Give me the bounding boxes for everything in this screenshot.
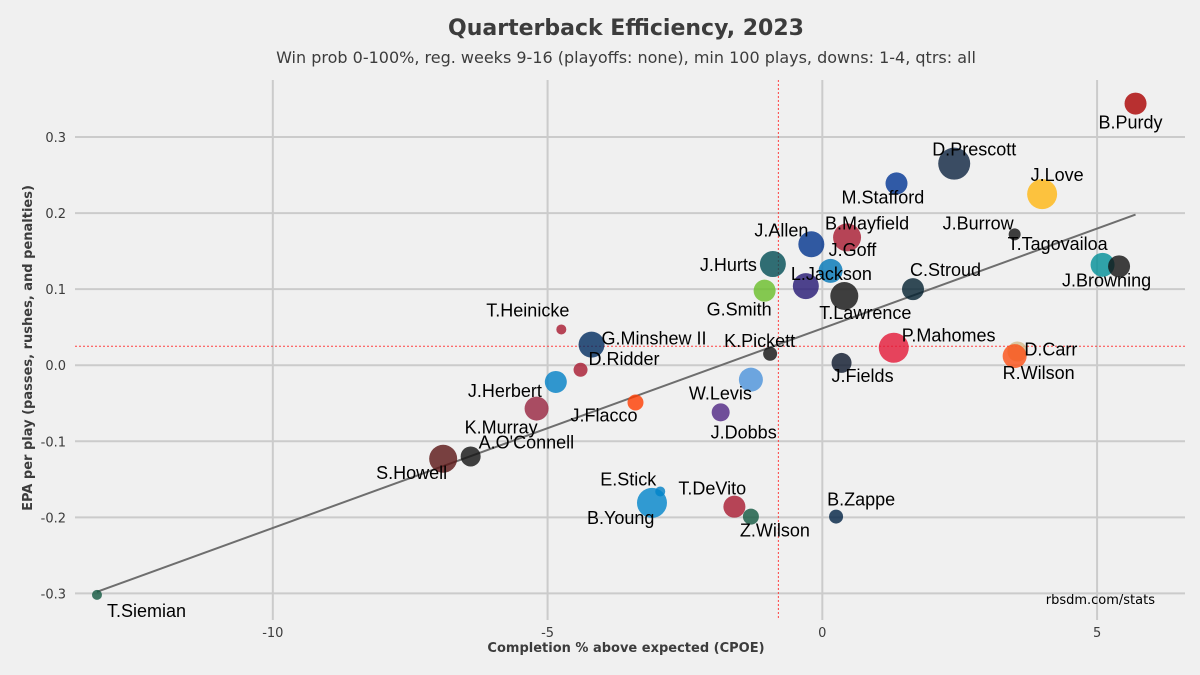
label-j-herbert: J.Herbert	[468, 381, 542, 401]
point-j-burrow	[1008, 228, 1021, 241]
label-j-browning: J.Browning	[1062, 270, 1151, 290]
label-d-prescott: D.Prescott	[932, 140, 1016, 160]
label-g-smith: G.Smith	[707, 300, 772, 320]
x-axis-title: Completion % above expected (CPOE)	[487, 641, 764, 656]
point-c-stroud	[901, 278, 924, 301]
label-j-flacco: J.Flacco	[570, 405, 637, 425]
point-t-lawrence	[830, 282, 859, 310]
label-c-stroud: C.Stroud	[910, 260, 981, 280]
label-t-tagovailoa: T.Tagovailoa	[1008, 234, 1109, 254]
label-t-devito: T.DeVito	[678, 479, 746, 499]
reference-lines	[75, 80, 1185, 620]
point-d-prescott	[938, 147, 971, 180]
point-t-devito	[723, 495, 746, 518]
label-a-o-connell: A.O'Connell	[479, 432, 574, 452]
credit-text: rbsdm.com/stats	[1046, 593, 1155, 608]
label-d-carr: D.Carr	[1024, 340, 1077, 360]
label-b-purdy: B.Purdy	[1099, 113, 1163, 133]
chart-title: Quarterback Efficiency, 2023	[448, 16, 804, 41]
data-labels: B.Purdy D.Prescott J.Love M.Stafford J.Burro…	[107, 113, 1163, 621]
label-j-love: J.Love	[1031, 165, 1084, 185]
point-b-young	[636, 487, 667, 518]
y-tick-label: -0.3	[41, 587, 66, 602]
point-b-zappe	[829, 509, 844, 524]
y-tick-label: -0.2	[41, 511, 66, 526]
point-k-pickett	[763, 346, 778, 361]
label-b-mayfield: B.Mayfield	[825, 213, 909, 233]
y-tick-label: 0.1	[45, 283, 66, 298]
point-j-flacco	[627, 394, 644, 411]
label-t-siemian: T.Siemian	[107, 601, 186, 621]
point-m-stafford	[885, 172, 908, 195]
label-t-lawrence: T.Lawrence	[819, 303, 911, 323]
label-w-levis: W.Levis	[689, 384, 752, 404]
label-m-stafford: M.Stafford	[842, 187, 925, 207]
label-d-ridder: D.Ridder	[589, 349, 660, 369]
label-g-minshew-ii: G.Minshew II	[602, 329, 707, 349]
label-j-allen: J.Allen	[754, 220, 808, 240]
x-tick-label: 0	[818, 626, 826, 641]
point-z-wilson	[742, 508, 759, 525]
label-j-hurts: J.Hurts	[700, 255, 757, 275]
point-b-purdy	[1124, 92, 1147, 115]
point-g-smith	[753, 279, 776, 302]
y-axis-title: EPA per play (passes, rushes, and penalt…	[21, 185, 36, 511]
point-d-ridder	[573, 362, 588, 377]
x-tick-label: 5	[1093, 626, 1101, 641]
trend-line	[96, 213, 1136, 593]
label-e-stick: E.Stick	[600, 469, 657, 489]
x-tick-label: -5	[541, 626, 554, 641]
point-p-mahomes	[878, 332, 909, 363]
x-tick-label: -10	[262, 626, 283, 641]
label-j-fields: J.Fields	[832, 366, 894, 386]
label-j-goff: J.Goff	[829, 240, 878, 260]
label-b-young: B.Young	[587, 508, 654, 528]
gridlines	[75, 80, 1185, 620]
label-s-howell: S.Howell	[376, 463, 447, 483]
y-tick-label: 0.3	[45, 131, 66, 146]
point-j-hurts	[759, 251, 786, 278]
point-j-allen	[798, 231, 825, 258]
label-j-burrow: J.Burrow	[943, 213, 1015, 233]
point-j-goff	[818, 258, 843, 283]
chart-subtitle: Win prob 0-100%, reg. weeks 9-16 (playof…	[276, 48, 976, 67]
tick-labels: -10 -5 0 5 -0.3 -0.2 -0.1 0.0 0.1 0.2 0.3	[41, 131, 1102, 641]
point-j-love	[1027, 179, 1058, 210]
point-g-minshew-ii	[578, 331, 605, 358]
point-r-wilson	[1002, 344, 1027, 369]
point-l-jackson	[792, 273, 819, 300]
label-j-dobbs: J.Dobbs	[711, 422, 777, 442]
label-r-wilson: R.Wilson	[1003, 363, 1075, 383]
label-k-murray: K.Murray	[465, 418, 538, 438]
label-l-jackson: L.Jackson	[791, 264, 872, 284]
point-j-dobbs	[711, 403, 730, 422]
point-s-howell	[429, 444, 458, 473]
point-b-mayfield	[833, 223, 862, 252]
point-w-levis	[738, 367, 763, 392]
y-tick-label: -0.1	[41, 435, 66, 450]
point-a-o-connell	[460, 446, 481, 467]
label-z-wilson: Z.Wilson	[740, 521, 810, 541]
point-t-heinicke	[556, 324, 567, 335]
point-k-murray	[524, 396, 549, 421]
point-t-siemian	[91, 589, 102, 600]
y-tick-label: 0.0	[45, 359, 66, 374]
point-t-tagovailoa	[1090, 252, 1115, 277]
data-points	[91, 92, 1147, 600]
point-j-browning	[1108, 255, 1131, 278]
label-b-zappe: B.Zappe	[827, 490, 895, 510]
label-k-pickett: K.Pickett	[724, 331, 795, 351]
point-j-fields	[831, 352, 852, 373]
label-t-heinicke: T.Heinicke	[486, 300, 569, 320]
label-p-mahomes: P.Mahomes	[902, 326, 996, 346]
y-tick-label: 0.2	[45, 207, 66, 222]
trend-layer	[96, 213, 1136, 593]
point-j-herbert	[544, 370, 567, 393]
